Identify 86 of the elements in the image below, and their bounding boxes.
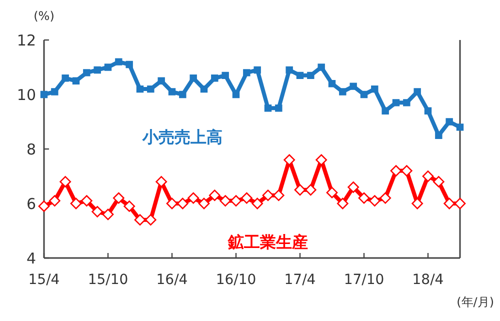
point xyxy=(348,181,360,193)
y-tick-label: 10 xyxy=(16,86,36,104)
point xyxy=(156,176,168,188)
point xyxy=(60,176,72,188)
point xyxy=(72,77,80,84)
x-tick-label: 16/4 xyxy=(156,272,188,288)
point xyxy=(328,80,336,88)
point xyxy=(80,195,92,206)
point xyxy=(126,60,133,68)
point xyxy=(112,192,124,204)
point xyxy=(208,190,220,202)
point xyxy=(40,90,48,98)
point xyxy=(198,198,210,210)
point xyxy=(190,74,197,82)
point xyxy=(392,99,400,106)
point xyxy=(424,107,432,114)
point xyxy=(264,104,272,112)
point xyxy=(92,206,104,218)
point xyxy=(200,85,208,93)
point xyxy=(336,198,348,210)
point xyxy=(115,58,122,66)
y-tick-label: 6 xyxy=(26,194,36,213)
series-label: 鉱工業生産 xyxy=(227,232,308,252)
y-tick-label: 8 xyxy=(26,140,36,158)
x-tick-label: 18/4 xyxy=(412,272,444,288)
point xyxy=(124,200,136,212)
point xyxy=(350,82,357,90)
point xyxy=(446,118,453,126)
point xyxy=(252,198,264,210)
point xyxy=(286,66,293,74)
point xyxy=(48,195,60,206)
point xyxy=(188,192,200,204)
point xyxy=(296,72,304,80)
point xyxy=(83,69,90,76)
point xyxy=(456,124,464,131)
x-tick-label: 15/4 xyxy=(28,272,60,288)
point xyxy=(318,64,325,71)
point xyxy=(380,192,392,204)
point xyxy=(232,90,240,98)
point xyxy=(222,72,229,80)
point xyxy=(147,85,154,93)
point xyxy=(179,90,186,98)
point xyxy=(211,74,218,82)
point xyxy=(435,132,442,139)
point xyxy=(262,190,274,202)
x-axis-title: (年/月) xyxy=(456,295,494,309)
x-tick-label: 17/10 xyxy=(344,272,384,288)
y-axis-title: (%) xyxy=(34,9,54,23)
point xyxy=(136,85,144,93)
point xyxy=(38,200,50,212)
x-tick-label: 16/10 xyxy=(216,272,256,288)
point xyxy=(432,176,444,188)
x-tick-label: 17/4 xyxy=(284,272,316,288)
point xyxy=(326,186,338,198)
point xyxy=(371,85,378,93)
point xyxy=(70,198,82,210)
point xyxy=(51,88,58,96)
point xyxy=(166,198,178,210)
point xyxy=(94,66,101,74)
point xyxy=(275,104,282,112)
point xyxy=(294,184,306,196)
point xyxy=(412,198,424,210)
point xyxy=(254,66,261,74)
series-label: 小売売上高 xyxy=(142,128,223,146)
point xyxy=(243,69,250,76)
point xyxy=(390,165,402,176)
y-tick-label: 4 xyxy=(26,249,36,268)
point xyxy=(403,99,410,106)
point xyxy=(307,72,314,80)
point xyxy=(104,64,112,71)
point xyxy=(339,88,346,96)
point xyxy=(240,192,252,204)
point xyxy=(422,170,434,182)
x-tick-label: 15/10 xyxy=(88,272,128,288)
point xyxy=(382,107,389,114)
point xyxy=(230,195,242,206)
y-tick-label: 12 xyxy=(16,31,36,50)
point xyxy=(102,208,114,220)
point xyxy=(414,88,421,96)
point xyxy=(358,192,370,204)
point xyxy=(134,214,146,226)
point xyxy=(62,74,69,82)
point xyxy=(158,77,165,84)
point xyxy=(368,195,380,206)
point xyxy=(168,88,176,96)
point xyxy=(360,90,368,98)
